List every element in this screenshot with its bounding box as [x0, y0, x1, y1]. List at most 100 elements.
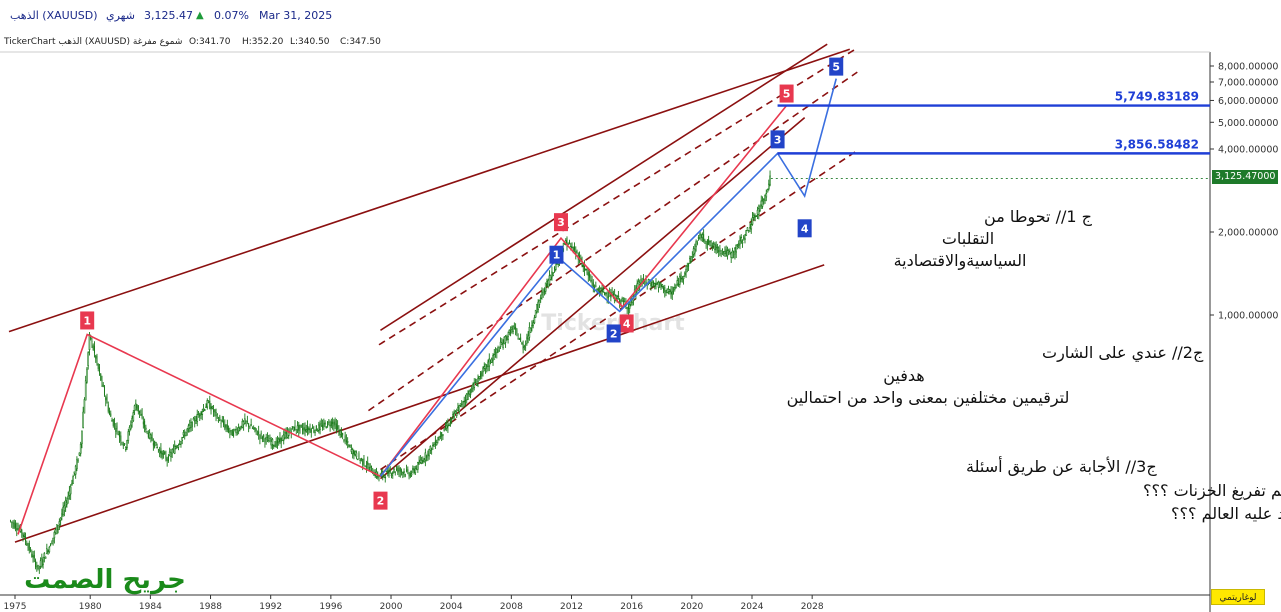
- candle-body: [541, 291, 543, 296]
- candle-body: [739, 239, 741, 245]
- candle-body: [572, 246, 574, 252]
- candle-body: [757, 208, 760, 215]
- candle-body: [191, 421, 193, 428]
- candle-body: [176, 446, 178, 448]
- candle-body: [107, 404, 109, 412]
- candle-body: [472, 384, 474, 389]
- candle-body: [307, 425, 309, 431]
- candle-body: [117, 434, 119, 436]
- candle-body: [617, 295, 620, 298]
- y-tick-label: 7,000.00000: [1218, 77, 1278, 88]
- candle-body: [255, 428, 257, 432]
- candle-body: [624, 301, 626, 303]
- x-tick-label: 2004: [440, 602, 463, 612]
- candle-body: [546, 281, 548, 285]
- candle-body: [211, 406, 214, 409]
- ohlc-close: C:347.50: [340, 37, 381, 47]
- candle-body: [61, 513, 63, 517]
- signature-text: جريح الصمت: [24, 565, 186, 595]
- candle-body: [348, 445, 350, 448]
- signature: جريح الصمت: [24, 565, 186, 595]
- wave-lines: [17, 78, 838, 535]
- candle-body: [539, 297, 542, 299]
- candle-body: [604, 292, 606, 295]
- candle-body: [506, 337, 508, 340]
- red-wave-label-text: 3: [557, 216, 565, 229]
- candle-body: [720, 253, 722, 254]
- candle-body: [424, 452, 427, 461]
- candle-body: [544, 282, 547, 292]
- candle-body: [751, 217, 754, 225]
- candle-body: [160, 448, 162, 455]
- candle-body: [228, 428, 230, 433]
- red-wave-label-text: 5: [783, 88, 791, 101]
- candle-body: [718, 250, 720, 253]
- candle-body: [665, 290, 667, 293]
- candle-body: [270, 441, 272, 446]
- candle-body: [412, 468, 414, 470]
- candle-body: [145, 427, 147, 430]
- candle-body: [226, 424, 228, 430]
- candle-body: [607, 296, 609, 299]
- candle-body: [429, 446, 432, 451]
- candle-body: [721, 249, 723, 250]
- chart-header: [0, 0, 1281, 34]
- candle-body: [353, 451, 355, 456]
- candle-body: [586, 269, 588, 274]
- candle-body: [744, 238, 746, 240]
- candle-body: [231, 429, 233, 436]
- annotation-text: لترقيمين مختلفين بمعنى واحد من احتمالين: [787, 388, 1070, 408]
- candle-body: [66, 502, 68, 505]
- candle-body: [547, 280, 549, 288]
- candle-body: [256, 434, 258, 436]
- candle-body: [499, 341, 502, 347]
- candle-body: [453, 413, 455, 418]
- candle-body: [602, 289, 605, 293]
- candle-body: [304, 426, 306, 432]
- candle-body: [406, 469, 408, 472]
- candle-body: [414, 468, 417, 474]
- candle-body: [385, 470, 388, 473]
- candle-body: [652, 282, 654, 285]
- candle-body: [678, 283, 680, 286]
- interval-label[interactable]: شهري: [106, 9, 135, 22]
- candle-body: [370, 465, 372, 468]
- candle-body: [52, 537, 54, 542]
- candle-body: [401, 470, 403, 472]
- candle-body: [404, 474, 406, 476]
- candle-body: [150, 434, 152, 439]
- candle-body: [723, 251, 725, 254]
- candle-body: [69, 486, 72, 495]
- candle-body: [322, 425, 324, 428]
- candle-body: [320, 423, 323, 426]
- candle-body: [703, 234, 705, 242]
- candle-body: [48, 546, 51, 553]
- candle-body: [426, 455, 428, 458]
- log-scale-button[interactable]: لوغاريتمي: [1211, 589, 1265, 605]
- red-wave-label-text: 4: [623, 317, 631, 330]
- blue-wave-label-box: [549, 245, 564, 264]
- x-tick-label: 2000: [380, 602, 403, 612]
- candle-body: [527, 335, 529, 340]
- candle-body: [708, 239, 710, 245]
- wave-labels: 1 2 3 4 5 1 2 3 4 5: [80, 57, 844, 510]
- symbol-name[interactable]: الذهب (XAUUSD): [10, 9, 98, 22]
- candle-body: [298, 424, 300, 432]
- candle-body: [713, 243, 715, 245]
- candle-body: [240, 425, 242, 429]
- candle-body: [650, 284, 652, 286]
- candle-body: [552, 272, 555, 276]
- candle-body: [93, 345, 95, 354]
- candle-body: [12, 521, 14, 525]
- candle-body: [53, 532, 56, 539]
- red-wave-path: [17, 105, 788, 535]
- candle-body: [246, 421, 248, 423]
- candle-body: [64, 500, 67, 508]
- candle-body: [695, 241, 697, 248]
- candle-body: [581, 261, 583, 267]
- candle-body: [373, 474, 375, 476]
- candle-body: [451, 418, 453, 420]
- candle-body: [175, 446, 177, 449]
- y-tick-label: 8,000.00000: [1218, 62, 1278, 73]
